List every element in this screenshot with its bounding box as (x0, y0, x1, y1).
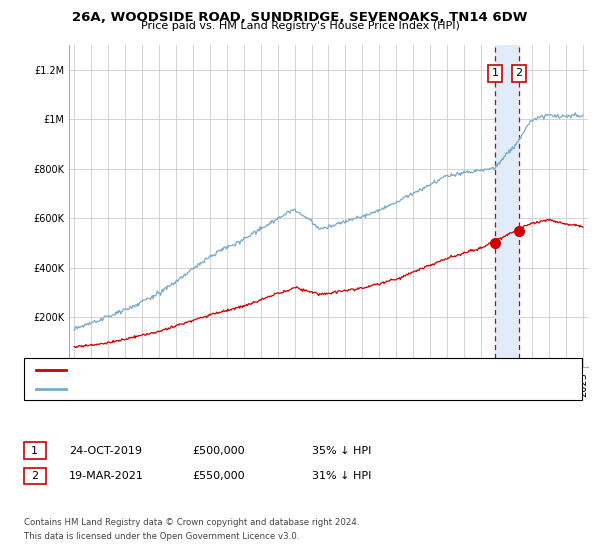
Text: Contains HM Land Registry data © Crown copyright and database right 2024.: Contains HM Land Registry data © Crown c… (24, 519, 359, 528)
Text: 1: 1 (491, 68, 499, 78)
Text: 35% ↓ HPI: 35% ↓ HPI (312, 446, 371, 456)
Text: 2: 2 (515, 68, 523, 78)
Text: 19-MAR-2021: 19-MAR-2021 (69, 471, 144, 481)
Text: This data is licensed under the Open Government Licence v3.0.: This data is licensed under the Open Gov… (24, 532, 299, 541)
Text: 24-OCT-2019: 24-OCT-2019 (69, 446, 142, 456)
Text: 31% ↓ HPI: 31% ↓ HPI (312, 471, 371, 481)
Text: £550,000: £550,000 (192, 471, 245, 481)
Text: 26A, WOODSIDE ROAD, SUNDRIDGE, SEVENOAKS, TN14 6DW (detached house): 26A, WOODSIDE ROAD, SUNDRIDGE, SEVENOAKS… (75, 365, 473, 375)
Text: 1: 1 (31, 446, 38, 456)
Text: Price paid vs. HM Land Registry's House Price Index (HPI): Price paid vs. HM Land Registry's House … (140, 21, 460, 31)
Text: £500,000: £500,000 (192, 446, 245, 456)
Text: 2: 2 (31, 471, 38, 481)
Bar (495, 45, 519, 367)
Text: 26A, WOODSIDE ROAD, SUNDRIDGE, SEVENOAKS, TN14 6DW: 26A, WOODSIDE ROAD, SUNDRIDGE, SEVENOAKS… (73, 11, 527, 24)
Text: HPI: Average price, detached house, Sevenoaks: HPI: Average price, detached house, Seve… (75, 384, 313, 394)
